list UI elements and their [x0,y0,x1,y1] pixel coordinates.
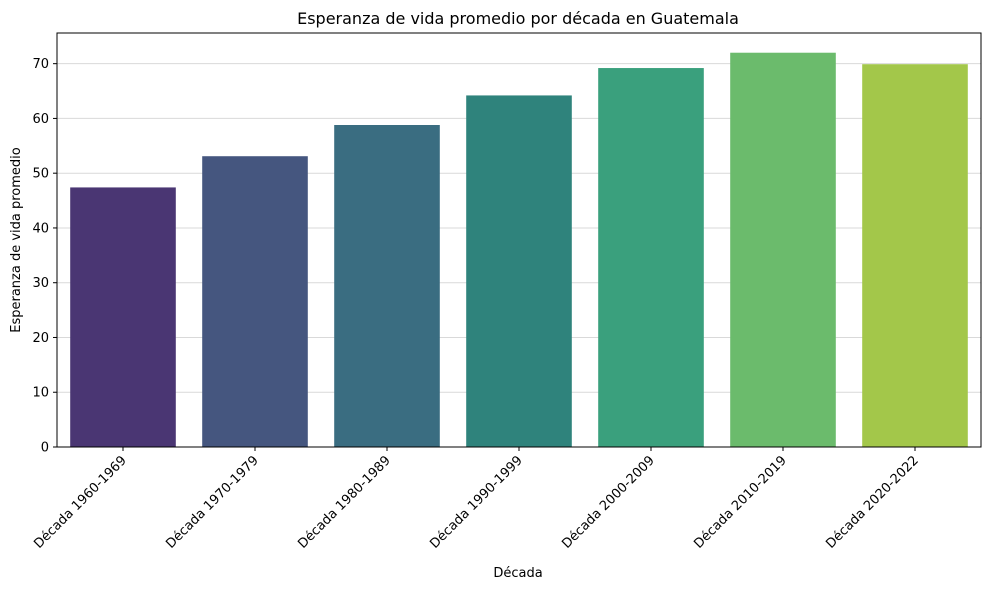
bar [598,68,704,448]
y-tick-label: 0 [41,441,49,456]
y-tick-label: 20 [32,331,49,346]
y-axis-ticks: 0 10 20 30 40 50 60 70 [32,57,57,456]
y-tick-label: 30 [32,276,49,291]
bar [202,156,308,447]
y-axis-label: Esperanza de vida promedio [9,147,24,333]
bars [70,52,968,448]
bar [730,52,836,447]
chart-title: Esperanza de vida promedio por década en… [297,9,739,28]
bar [862,64,968,447]
bar [70,187,176,447]
x-axis-label: Década [493,566,542,581]
y-tick-label: 50 [32,167,49,182]
y-tick-label: 70 [32,57,49,72]
y-tick-label: 10 [32,386,49,401]
plot-frame [56,32,982,448]
bar [466,95,572,447]
y-tick-label: 40 [32,221,49,236]
y-tick-label: 60 [32,112,49,127]
bar [334,125,440,447]
